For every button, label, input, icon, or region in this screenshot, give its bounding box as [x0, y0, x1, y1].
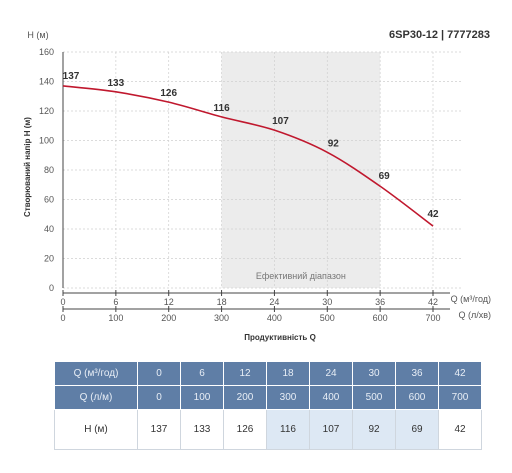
y-axis-title: Створюваний напір H (м) — [23, 117, 32, 217]
chart-title: 6SP30-12 | 7777283 — [389, 29, 490, 41]
x-primary-tick-label: 0 — [60, 297, 65, 307]
data-label-point-0: 137 — [63, 71, 80, 82]
x-secondary-tick-label: 700 — [425, 313, 440, 323]
table-cell: 6 — [180, 361, 224, 386]
table-cell: 700 — [438, 385, 482, 410]
table-cell: 600 — [395, 385, 439, 410]
x-secondary-tick-label: 200 — [161, 313, 176, 323]
x-secondary-tick-label: 400 — [267, 313, 282, 323]
x-secondary-tick-label: 0 — [60, 313, 65, 323]
data-label-point-5: 92 — [328, 138, 340, 149]
table-cell: 12 — [223, 361, 267, 386]
table-cell: 500 — [352, 385, 396, 410]
x-secondary-unit-label: Q (л/хв) — [458, 310, 491, 320]
table-cell: 92 — [352, 409, 396, 450]
y-tick-label: 0 — [49, 283, 54, 293]
table-cell: 107 — [309, 409, 353, 450]
x-primary-tick-label: 18 — [217, 297, 227, 307]
y-tick-label: 140 — [39, 77, 54, 87]
data-label-point-6: 69 — [379, 171, 391, 182]
y-tick-label: 100 — [39, 136, 54, 146]
table-cell: 42 — [438, 361, 482, 386]
x-primary-tick-label: 30 — [322, 297, 332, 307]
pump-curve-line — [62, 85, 434, 227]
data-label-point-4: 107 — [272, 116, 289, 127]
y-tick-label: 20 — [44, 254, 54, 264]
chart-svg: Ефективний діапазон020406080100120140160… — [23, 29, 491, 342]
table-cell: 0 — [137, 385, 181, 410]
table-cell: 137 — [137, 409, 181, 450]
y-tick-label: 60 — [44, 195, 54, 205]
data-label-point-7: 42 — [427, 209, 439, 220]
table-cell: 30 — [352, 361, 396, 386]
y-tick-label: 120 — [39, 106, 54, 116]
y-unit-label: H (м) — [27, 30, 48, 40]
table-row: H (м) 137 133 126 116 107 92 69 42 — [54, 409, 482, 450]
table-row-label: Q (л/м) — [54, 385, 138, 410]
table-cell: 133 — [180, 409, 224, 450]
table-cell: 400 — [309, 385, 353, 410]
x-secondary-tick-label: 300 — [214, 313, 229, 323]
x-primary-tick-label: 6 — [113, 297, 118, 307]
y-tick-label: 80 — [44, 165, 54, 175]
x-primary-unit-label: Q (м³/год) — [451, 294, 491, 304]
table-row-label: Q (м³/год) — [54, 361, 138, 386]
data-label-point-2: 126 — [160, 88, 177, 99]
data-label-point-3: 116 — [214, 103, 231, 114]
table-cell: 18 — [266, 361, 310, 386]
table-row-label: H (м) — [54, 409, 138, 450]
x-primary-tick-label: 12 — [164, 297, 174, 307]
y-tick-label: 160 — [39, 47, 54, 57]
x-primary-tick-label: 42 — [428, 297, 438, 307]
y-tick-label: 40 — [44, 224, 54, 234]
table-cell: 69 — [395, 409, 439, 450]
table-cell: 24 — [309, 361, 353, 386]
x-secondary-tick-label: 600 — [373, 313, 388, 323]
table-cell: 36 — [395, 361, 439, 386]
table-cell: 200 — [223, 385, 267, 410]
data-label-point-1: 133 — [108, 78, 125, 89]
efficient-range-label: Ефективний діапазон — [256, 271, 346, 281]
x-axis-title: Продуктивність Q — [244, 333, 316, 342]
table-cell: 116 — [266, 409, 310, 450]
x-primary-tick-label: 36 — [375, 297, 385, 307]
table-cell: 126 — [223, 409, 267, 450]
table-cell: 0 — [137, 361, 181, 386]
table-row: Q (м³/год) 0 6 12 18 24 30 36 42 — [54, 361, 482, 386]
performance-table: Q (м³/год) 0 6 12 18 24 30 36 42 Q (л/м) 0 100 200 30… — [54, 361, 482, 450]
table-cell: 300 — [266, 385, 310, 410]
pump-curve-chart: Ефективний діапазон 0 20 40 60 80 100 120 140 160… — [23, 29, 491, 342]
x-primary-tick-label: 24 — [269, 297, 279, 307]
table-cell: 42 — [438, 409, 482, 450]
x-secondary-tick-label: 100 — [108, 313, 123, 323]
table-row: Q (л/м) 0 100 200 300 400 500 600 700 — [54, 385, 482, 410]
table-cell: 100 — [180, 385, 224, 410]
x-secondary-tick-label: 500 — [320, 313, 335, 323]
